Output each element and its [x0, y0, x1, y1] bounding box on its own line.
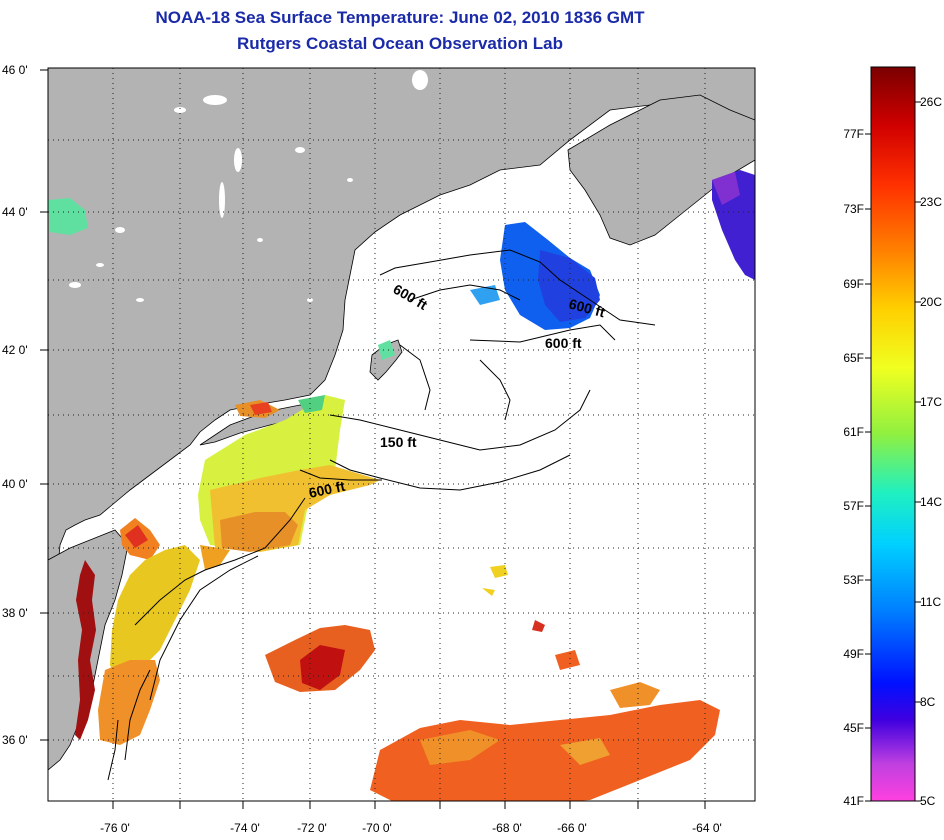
- contour-label-600-georges: 600 ft: [545, 335, 582, 351]
- colorbar-c-label: 17C: [920, 395, 942, 409]
- lon-label: -66 0': [557, 821, 587, 835]
- colorbar-f-label: 45F: [843, 721, 864, 735]
- colorbar-f-label: 69F: [843, 277, 864, 291]
- colorbar-c-label: 5C: [920, 794, 936, 808]
- lon-label: -72 0': [297, 821, 327, 835]
- colorbar-f-label: 49F: [843, 647, 864, 661]
- colorbar-c-label: 8C: [920, 695, 936, 709]
- lon-label: -70 0': [362, 821, 392, 835]
- lakes: [69, 70, 428, 302]
- colorbar-f-label: 73F: [843, 202, 864, 216]
- nova-scotia: [567, 94, 755, 246]
- lon-label: -74 0': [230, 821, 260, 835]
- contour-label-150: 150 ft: [380, 434, 417, 450]
- lat-label: 38 0': [2, 606, 28, 620]
- colorbar-f-label: 57F: [843, 499, 864, 513]
- lat-label: 42 0': [2, 343, 28, 357]
- chesapeake-bay: [75, 560, 96, 740]
- colorbar-c-label: 26C: [920, 95, 942, 109]
- colorbar-c-label: 11C: [920, 595, 941, 609]
- colorbar-c-label: 20C: [920, 295, 942, 309]
- map-frame: [47, 67, 756, 802]
- lat-label: 40 0': [2, 477, 28, 491]
- colorbar-f-label: 65F: [843, 351, 864, 365]
- map-title: NOAA-18 Sea Surface Temperature: June 02…: [155, 8, 645, 27]
- colorbar-f-label: 41F: [843, 794, 864, 808]
- bathymetry-contours: [107, 249, 656, 781]
- colorbar-f-label: 77F: [843, 127, 864, 141]
- lat-label: 44 0': [2, 205, 28, 219]
- map-canvas: 600 ft 600 ft 600 ft 150 ft 600 ft: [48, 68, 755, 801]
- lon-label: -76 0': [100, 821, 130, 835]
- lon-label: -68 0': [492, 821, 522, 835]
- colorbar-f-label: 61F: [843, 425, 864, 439]
- lon-label: -64 0': [692, 821, 722, 835]
- lat-label: 46 0': [2, 63, 28, 77]
- colorbar-c-label: 23C: [920, 195, 942, 209]
- sst-overlay: [48, 170, 755, 801]
- graticule: [48, 68, 755, 801]
- contour-label-600-shelf: 600 ft: [307, 478, 346, 501]
- map-subtitle: Rutgers Coastal Ocean Observation Lab: [237, 34, 563, 53]
- colorbar-f-label: 53F: [843, 573, 864, 587]
- colorbar-c-label: 14C: [920, 495, 942, 509]
- colorbar-ticks: [865, 101, 921, 802]
- colorbar: [870, 66, 916, 802]
- lat-label: 36 0': [2, 733, 28, 747]
- axis-ticks: [40, 69, 706, 809]
- land-mass: [48, 68, 755, 741]
